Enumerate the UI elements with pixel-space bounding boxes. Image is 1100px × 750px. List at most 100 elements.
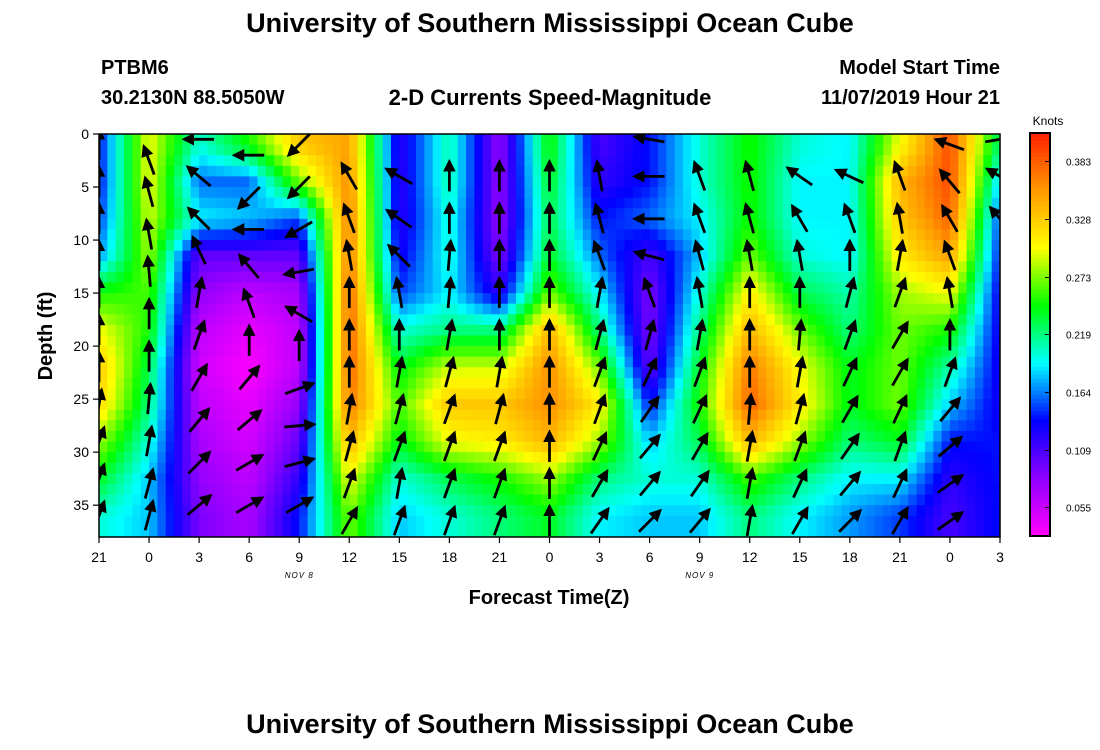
- heatmap-cell: [682, 420, 692, 432]
- heatmap-cell: [632, 483, 642, 496]
- heatmap-cell: [532, 430, 542, 443]
- heatmap-cell: [516, 356, 526, 368]
- heatmap-cell: [641, 293, 651, 305]
- heatmap-cell: [691, 176, 701, 188]
- heatmap-cell: [566, 399, 576, 411]
- heatmap-cell: [466, 473, 476, 485]
- heatmap-cell: [357, 324, 367, 337]
- heatmap-cell: [849, 134, 859, 146]
- heatmap-cell: [407, 367, 417, 379]
- heatmap-cell: [274, 441, 284, 453]
- heatmap-cell: [132, 176, 142, 188]
- heatmap-cell: [708, 399, 717, 411]
- heatmap-cell: [215, 494, 225, 506]
- heatmap-cell: [432, 462, 442, 474]
- heatmap-cell: [182, 303, 192, 315]
- heatmap-cell: [407, 483, 417, 496]
- heatmap-cell: [165, 261, 175, 273]
- heatmap-cell: [758, 388, 767, 400]
- heatmap-cell: [157, 388, 167, 400]
- heatmap-cell: [891, 356, 901, 368]
- heatmap-cell: [232, 473, 242, 485]
- heatmap-cell: [591, 314, 601, 326]
- heatmap-cell: [891, 229, 901, 241]
- heatmap-cell: [182, 314, 192, 326]
- current-vector: [742, 201, 755, 234]
- heatmap-cell: [240, 399, 250, 411]
- heatmap-cell: [833, 346, 843, 358]
- heatmap-cell: [265, 430, 275, 443]
- heatmap-cell: [808, 218, 818, 231]
- heatmap-cell: [708, 494, 717, 506]
- heatmap-cell: [716, 441, 726, 453]
- current-vector: [690, 431, 709, 461]
- heatmap-cell: [766, 483, 776, 496]
- heatmap-cell: [682, 176, 692, 188]
- heatmap-cell: [866, 176, 876, 188]
- heatmap-cell: [874, 515, 884, 527]
- heatmap-cell: [566, 526, 576, 537]
- heatmap-cell: [607, 388, 617, 400]
- heatmap-cell: [382, 356, 392, 368]
- heatmap-cell: [332, 187, 342, 199]
- heatmap-cell: [974, 356, 984, 368]
- heatmap-cell: [249, 473, 259, 485]
- heatmap-cell: [115, 155, 125, 167]
- heatmap-cell: [374, 324, 384, 337]
- heatmap-cell: [365, 187, 375, 199]
- heatmap-cell: [240, 441, 250, 453]
- heatmap-cell: [733, 430, 742, 443]
- heatmap-cell: [499, 187, 509, 199]
- heatmap-cell: [674, 314, 684, 326]
- heatmap-cell: [699, 293, 709, 305]
- heatmap-cell: [182, 409, 192, 421]
- heatmap-cell: [257, 303, 267, 315]
- heatmap-cell: [290, 462, 300, 474]
- heatmap-cell: [115, 377, 125, 390]
- heatmap-cell: [783, 303, 793, 315]
- heatmap-cell: [741, 176, 751, 188]
- heatmap-cell: [499, 134, 509, 146]
- heatmap-cell: [441, 314, 450, 326]
- heatmap-cell: [858, 462, 868, 474]
- heatmap-cell: [224, 165, 234, 178]
- heatmap-cell: [457, 218, 467, 231]
- heatmap-cell: [808, 261, 818, 273]
- heatmap-cell: [532, 473, 542, 485]
- heatmap-cell: [924, 261, 934, 273]
- heatmap-cell: [165, 229, 175, 241]
- heatmap-cell: [983, 240, 993, 252]
- heatmap-cell: [299, 261, 309, 273]
- heatmap-cell: [174, 367, 184, 379]
- heatmap-cell: [582, 271, 592, 284]
- heatmap-cell: [232, 155, 242, 167]
- heatmap-cell: [507, 250, 517, 262]
- heatmap-cell: [783, 282, 793, 294]
- current-vector: [241, 287, 256, 319]
- heatmap-cell: [657, 144, 667, 156]
- heatmap-cell: [432, 271, 442, 284]
- heatmap-cell: [716, 187, 726, 199]
- heatmap-cell: [591, 462, 601, 474]
- heatmap-cell: [708, 335, 717, 347]
- heatmap-cell: [674, 324, 684, 337]
- heatmap-cell: [524, 187, 534, 199]
- heatmap-cell: [315, 134, 325, 146]
- heatmap-cell: [307, 462, 317, 474]
- heatmap-cell: [557, 441, 567, 453]
- heatmap-cell: [758, 208, 767, 220]
- heatmap-cell: [858, 473, 868, 485]
- heatmap-cell: [132, 293, 142, 305]
- heatmap-cell: [349, 250, 359, 262]
- heatmap-cell: [616, 399, 626, 411]
- heatmap-cell: [708, 187, 717, 199]
- heatmap-cell: [516, 293, 526, 305]
- heatmap-cell: [215, 346, 225, 358]
- heatmap-cell: [791, 229, 801, 241]
- heatmap-cell: [307, 367, 317, 379]
- heatmap-cell: [841, 303, 851, 315]
- heatmap-cell: [958, 367, 968, 379]
- heatmap-cell: [424, 208, 434, 220]
- heatmap-cell: [99, 293, 108, 305]
